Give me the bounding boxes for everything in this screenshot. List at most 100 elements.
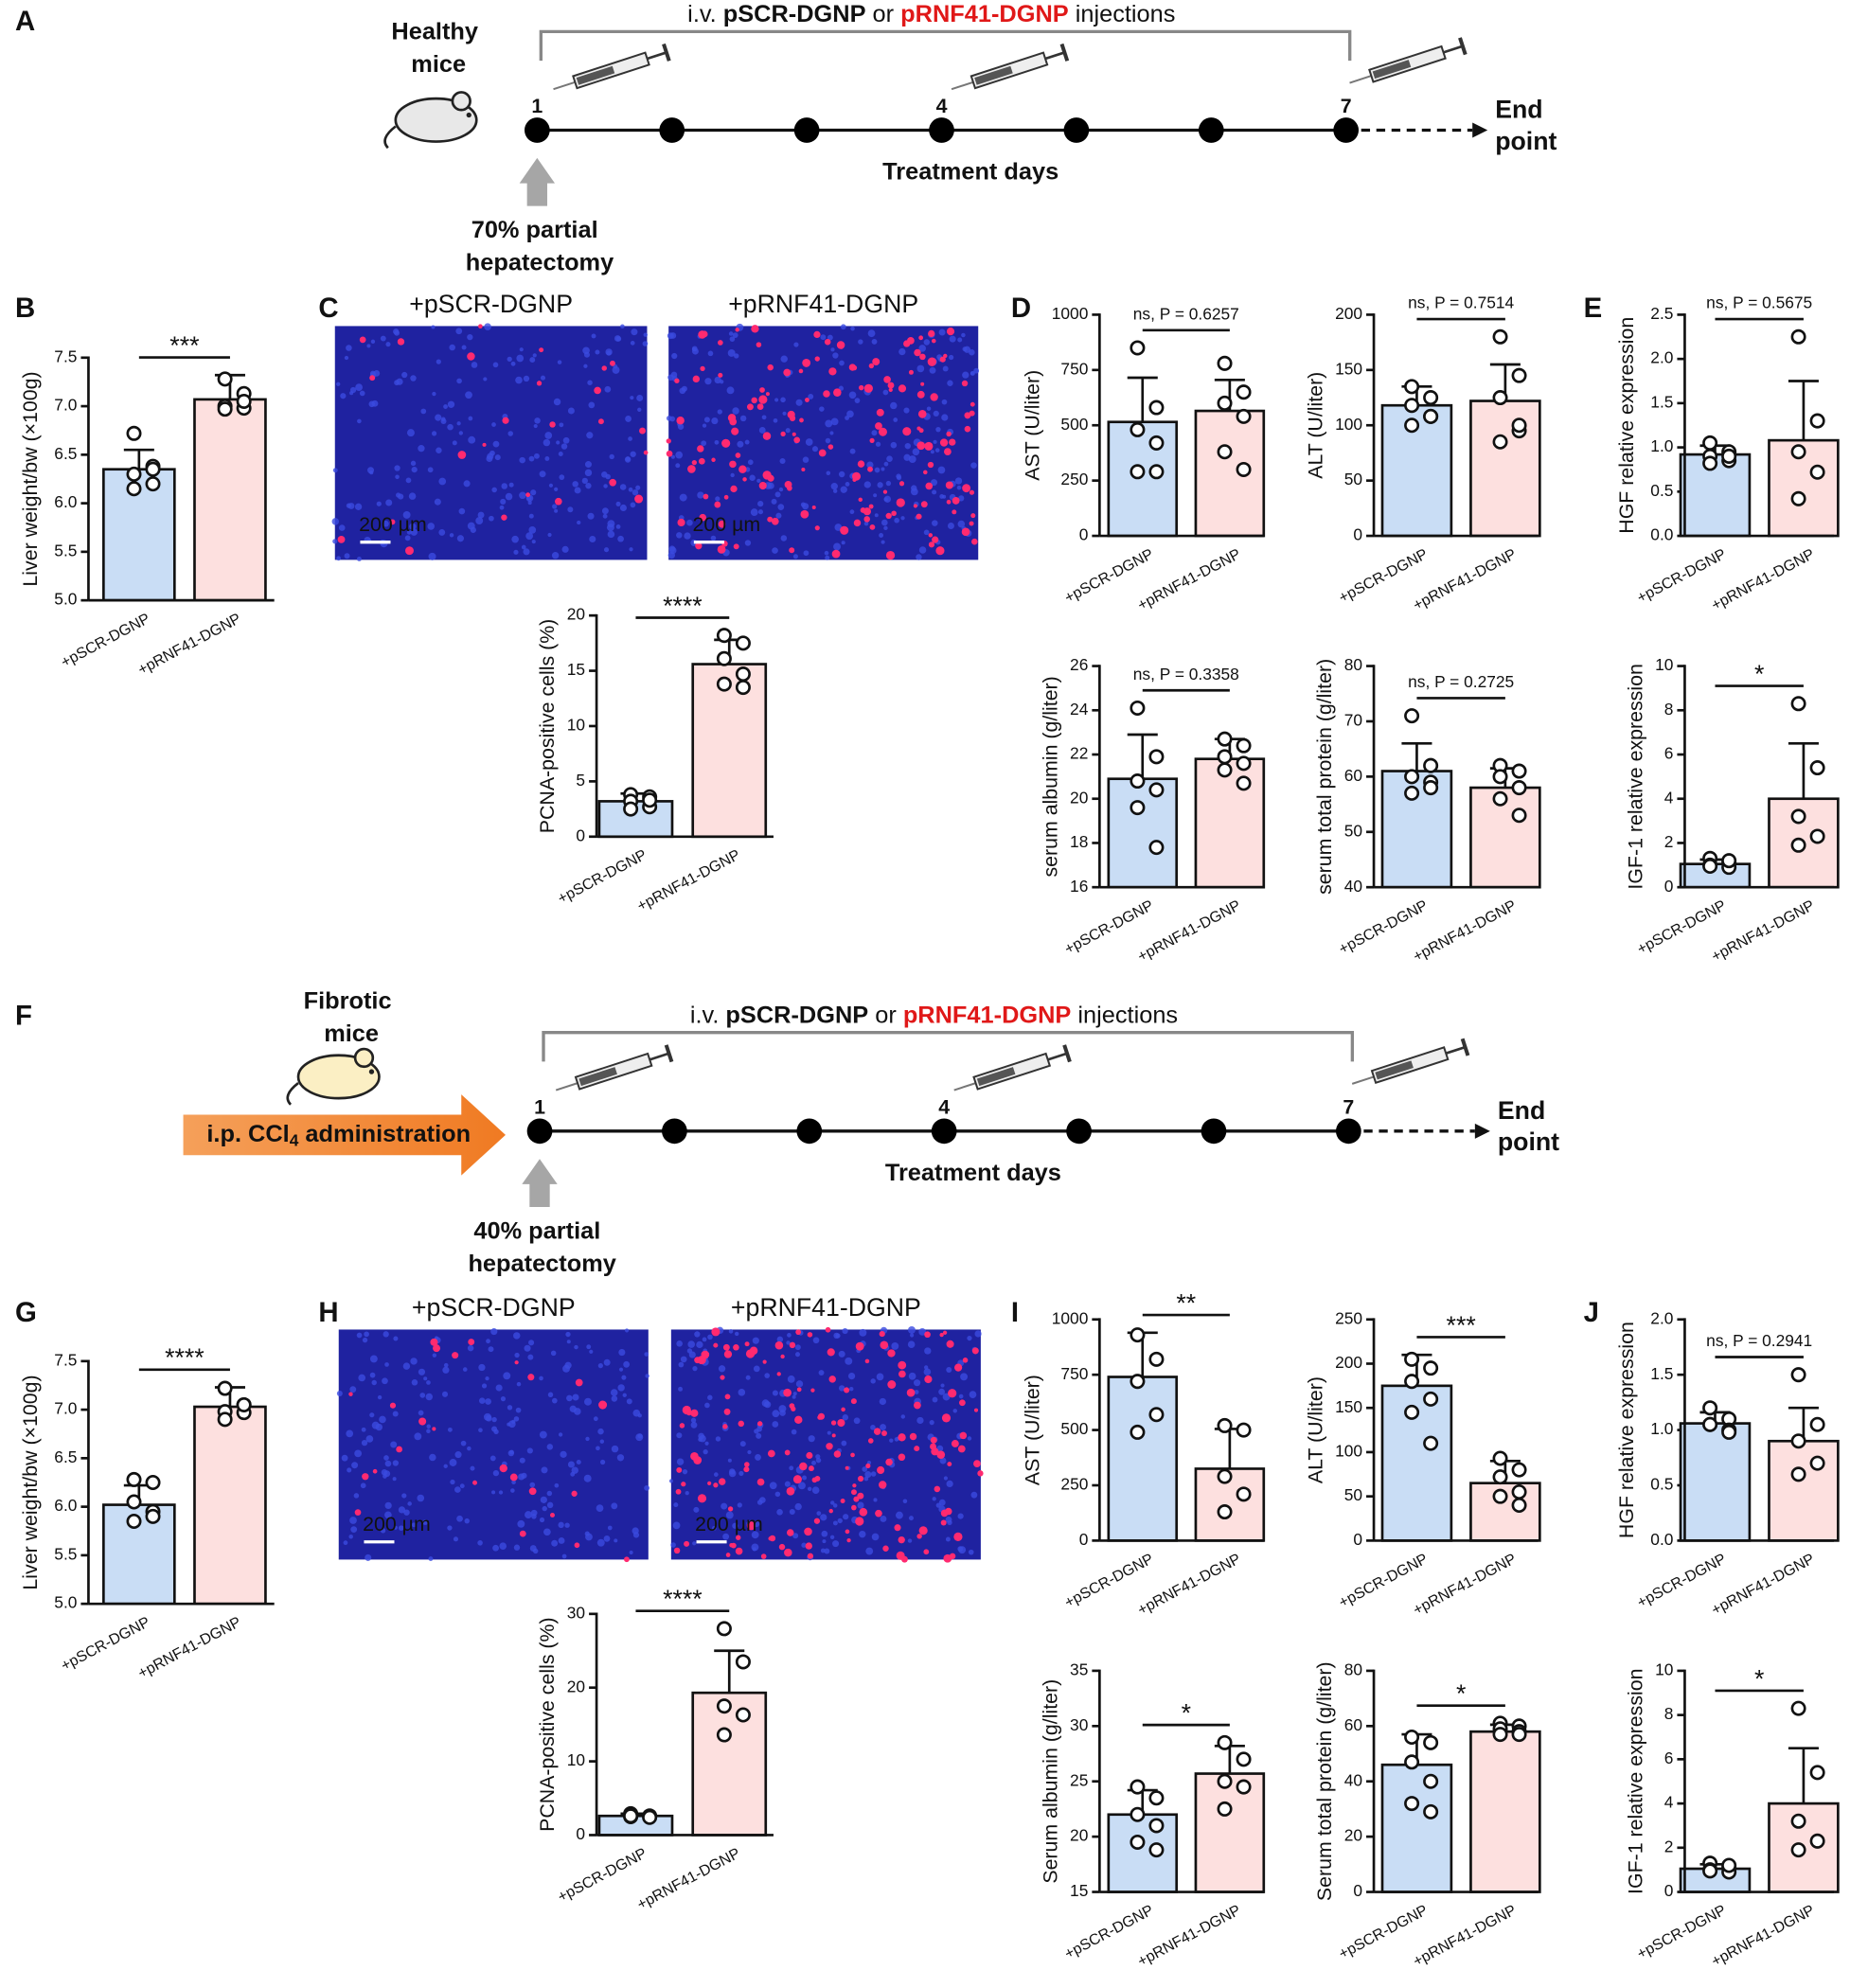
nucleus xyxy=(571,1466,578,1474)
plunger-head xyxy=(662,43,671,62)
data-point xyxy=(1809,1833,1825,1849)
nucleus xyxy=(932,1396,938,1403)
nucleus xyxy=(704,1402,710,1409)
nucleus xyxy=(443,1362,449,1368)
nucleus xyxy=(527,1354,534,1360)
data-point xyxy=(1511,1462,1527,1478)
data-point xyxy=(1217,762,1233,778)
pcna-cell xyxy=(958,1399,966,1407)
nucleus xyxy=(840,486,847,493)
pcna-cell xyxy=(713,1342,719,1348)
y-tick-label: 30 xyxy=(567,1603,585,1622)
timeline-day-dot xyxy=(929,117,954,143)
pcna-cell xyxy=(877,1465,885,1475)
nucleus xyxy=(462,1367,468,1372)
nucleus xyxy=(541,1466,548,1474)
scale-label: 200 µm xyxy=(363,1513,431,1535)
pcna-cell xyxy=(784,1449,791,1456)
y-tick-label: 15 xyxy=(567,660,585,679)
nucleus xyxy=(618,1348,626,1357)
nucleus xyxy=(832,1503,838,1508)
pcna-cell xyxy=(928,533,934,538)
pcna-cell xyxy=(774,1340,784,1350)
pcna-cell xyxy=(946,1340,954,1348)
y-tick-label: 5.0 xyxy=(54,1593,77,1612)
y-axis-label: Serum total protein (g/liter) xyxy=(1313,1661,1336,1901)
nucleus xyxy=(346,503,352,508)
nucleus xyxy=(566,1394,573,1402)
nucleus xyxy=(478,1363,486,1372)
nucleus xyxy=(830,483,838,490)
pretreatment-label: i.p. CCl4 administration xyxy=(206,1121,471,1150)
nucleus xyxy=(883,525,888,531)
y-axis-label: HGF relative expression xyxy=(1615,1322,1638,1538)
pcna-cell xyxy=(945,481,953,489)
pretreatment-part: administration xyxy=(298,1121,471,1147)
timeline-day-dot xyxy=(931,1118,957,1145)
pcna-cell xyxy=(746,1521,756,1531)
data-point xyxy=(1404,1729,1420,1746)
pcna-cell xyxy=(949,438,956,446)
data-point xyxy=(623,801,639,817)
y-tick-label: 0.0 xyxy=(1650,1530,1673,1549)
nucleus xyxy=(776,1336,784,1343)
nucleus xyxy=(559,422,564,428)
nucleus xyxy=(744,540,752,546)
nucleus xyxy=(532,1548,539,1554)
pcna-cell xyxy=(882,489,888,494)
nucleus xyxy=(370,339,376,344)
nucleus xyxy=(870,1378,876,1384)
nucleus xyxy=(874,467,881,473)
nucleus xyxy=(793,342,799,347)
nucleus xyxy=(485,1376,489,1381)
y-tick-label: 2 xyxy=(1664,832,1674,851)
nucleus xyxy=(934,448,940,453)
pcna-cell xyxy=(744,1341,750,1347)
y-tick-label: 35 xyxy=(1070,1660,1088,1678)
nucleus xyxy=(755,1453,761,1461)
nucleus xyxy=(787,1375,795,1383)
pcna-cell xyxy=(675,1488,682,1495)
nucleus xyxy=(461,345,467,350)
nucleus xyxy=(749,474,756,482)
pcna-cell xyxy=(814,1476,821,1482)
pcna-cell xyxy=(898,1535,905,1544)
nucleus xyxy=(853,1417,861,1425)
nucleus xyxy=(560,443,568,450)
data-point xyxy=(1423,1803,1439,1819)
pcna-cell xyxy=(786,1486,795,1496)
nucleus xyxy=(514,1352,520,1358)
nucleus xyxy=(429,1453,436,1462)
data-point xyxy=(1511,367,1527,383)
nucleus xyxy=(361,1427,366,1432)
pcna-cell xyxy=(859,1507,868,1517)
data-point xyxy=(1148,1790,1165,1806)
nucleus xyxy=(349,1517,357,1524)
pcna-cell xyxy=(873,1428,881,1435)
y-tick-label: 0.0 xyxy=(1650,525,1673,544)
data-point xyxy=(217,1411,233,1428)
pcna-cell xyxy=(927,461,934,469)
nucleus xyxy=(511,1419,516,1425)
nucleus xyxy=(551,552,560,559)
y-tick-label: 30 xyxy=(1070,1715,1088,1734)
timeline-axis-label: Treatment days xyxy=(885,1160,1061,1186)
nucleus xyxy=(369,370,376,377)
data-point xyxy=(145,476,161,492)
nucleus xyxy=(854,398,861,403)
nucleus xyxy=(772,1421,779,1428)
significance-label: **** xyxy=(663,1585,703,1613)
plunger-rod xyxy=(1443,44,1464,54)
nucleus xyxy=(967,1335,972,1341)
pcna-cell xyxy=(742,477,747,482)
pcna-cell xyxy=(845,1465,849,1470)
nucleus xyxy=(750,508,758,516)
nucleus xyxy=(903,407,910,414)
nucleus xyxy=(572,481,578,488)
nucleus xyxy=(739,415,747,422)
nucleus xyxy=(532,353,537,358)
significance-label: * xyxy=(1182,1699,1191,1728)
nucleus xyxy=(774,398,779,402)
error-bar xyxy=(714,1649,745,1694)
significance-label: ns, P = 0.5675 xyxy=(1706,293,1812,312)
